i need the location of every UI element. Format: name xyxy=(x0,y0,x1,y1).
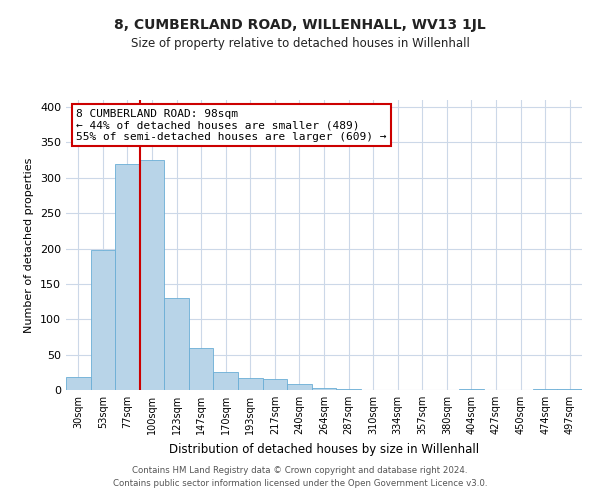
Bar xyxy=(140,160,164,390)
Text: Contains HM Land Registry data © Crown copyright and database right 2024.: Contains HM Land Registry data © Crown c… xyxy=(132,466,468,475)
Bar xyxy=(238,378,263,390)
Bar xyxy=(557,388,582,390)
Bar xyxy=(533,388,557,390)
Y-axis label: Number of detached properties: Number of detached properties xyxy=(25,158,34,332)
Bar xyxy=(214,372,238,390)
Bar xyxy=(66,376,91,390)
Text: 8 CUMBERLAND ROAD: 98sqm
← 44% of detached houses are smaller (489)
55% of semi-: 8 CUMBERLAND ROAD: 98sqm ← 44% of detach… xyxy=(76,108,387,142)
X-axis label: Distribution of detached houses by size in Willenhall: Distribution of detached houses by size … xyxy=(169,442,479,456)
Bar xyxy=(164,298,189,390)
Text: Contains public sector information licensed under the Open Government Licence v3: Contains public sector information licen… xyxy=(113,478,487,488)
Bar xyxy=(115,164,140,390)
Text: Size of property relative to detached houses in Willenhall: Size of property relative to detached ho… xyxy=(131,38,469,51)
Bar xyxy=(263,380,287,390)
Text: 8, CUMBERLAND ROAD, WILLENHALL, WV13 1JL: 8, CUMBERLAND ROAD, WILLENHALL, WV13 1JL xyxy=(114,18,486,32)
Bar xyxy=(287,384,312,390)
Bar xyxy=(189,348,214,390)
Bar xyxy=(91,250,115,390)
Bar xyxy=(312,388,336,390)
